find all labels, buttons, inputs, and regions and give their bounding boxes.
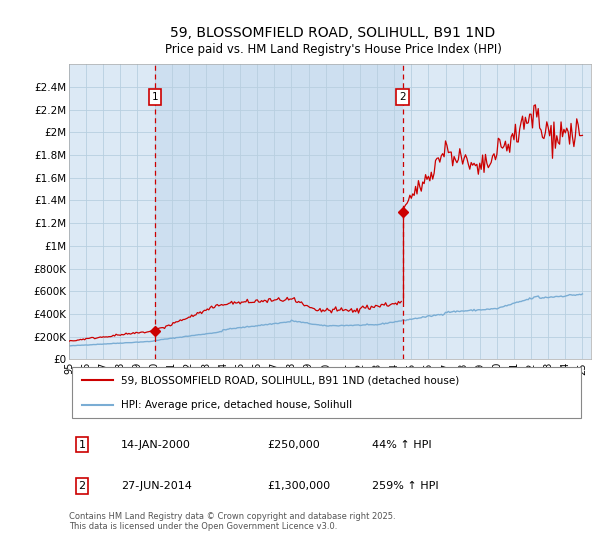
Text: 2: 2 [79,481,86,491]
Text: 27-JUN-2014: 27-JUN-2014 [121,481,192,491]
Text: Contains HM Land Registry data © Crown copyright and database right 2025.
This d: Contains HM Land Registry data © Crown c… [69,512,395,531]
Text: Price paid vs. HM Land Registry's House Price Index (HPI): Price paid vs. HM Land Registry's House … [164,43,502,56]
Text: 59, BLOSSOMFIELD ROAD, SOLIHULL, B91 1ND: 59, BLOSSOMFIELD ROAD, SOLIHULL, B91 1ND [170,26,496,40]
Text: 44% ↑ HPI: 44% ↑ HPI [372,440,431,450]
FancyBboxPatch shape [71,367,581,418]
Text: 259% ↑ HPI: 259% ↑ HPI [372,481,439,491]
Text: £1,300,000: £1,300,000 [268,481,331,491]
Text: 59, BLOSSOMFIELD ROAD, SOLIHULL, B91 1ND (detached house): 59, BLOSSOMFIELD ROAD, SOLIHULL, B91 1ND… [121,375,460,385]
Text: 14-JAN-2000: 14-JAN-2000 [121,440,191,450]
Text: HPI: Average price, detached house, Solihull: HPI: Average price, detached house, Soli… [121,400,352,410]
Text: 2: 2 [399,92,406,102]
Text: £250,000: £250,000 [268,440,320,450]
Text: 1: 1 [79,440,86,450]
Bar [155,64,403,360]
Text: 1: 1 [152,92,158,102]
